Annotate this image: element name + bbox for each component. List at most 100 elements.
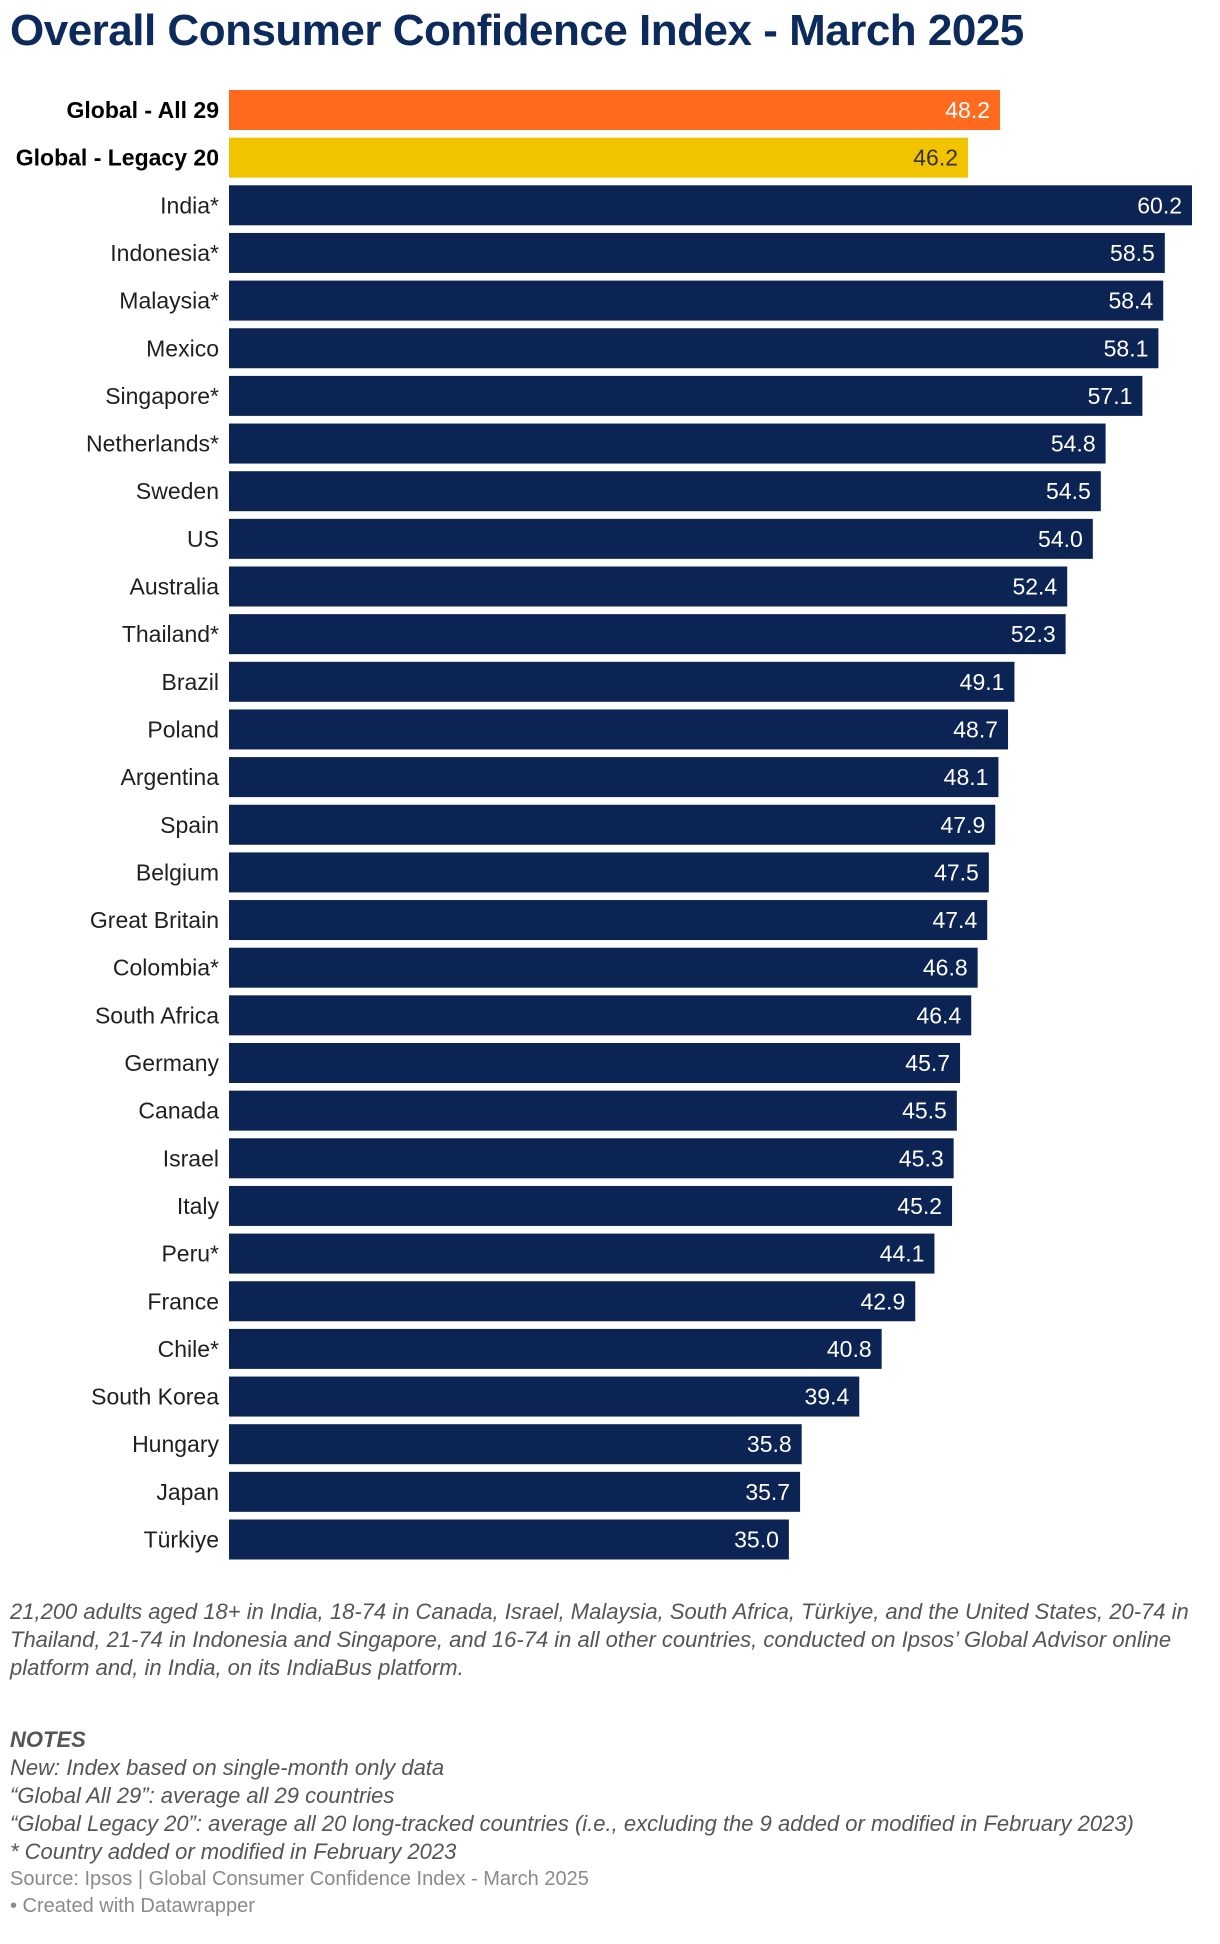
value-label: 47.9 xyxy=(940,812,985,838)
category-label: US xyxy=(187,526,219,552)
category-label: Belgium xyxy=(136,859,219,885)
bar-italy xyxy=(229,1185,953,1226)
category-label: Chile* xyxy=(158,1336,219,1362)
bar-canada xyxy=(229,1090,957,1131)
credit-text: • Created with Datawrapper xyxy=(10,1895,255,1917)
bar-indonesia xyxy=(229,232,1165,273)
notes-section: NOTES New: Index based on single-month o… xyxy=(10,1726,1210,1866)
bar-global-legacy-20 xyxy=(229,137,969,178)
bar-great-britain xyxy=(229,900,988,941)
category-label: Singapore* xyxy=(105,383,219,409)
value-label: 58.1 xyxy=(1104,335,1149,361)
bar-thailand xyxy=(229,614,1066,655)
value-label: 35.0 xyxy=(734,1527,779,1553)
category-label: Argentina xyxy=(121,764,220,790)
bar-india xyxy=(229,185,1192,226)
chart-title: Overall Consumer Confidence Index - Marc… xyxy=(10,6,1024,55)
category-label: Germany xyxy=(124,1050,219,1076)
bar-singapore xyxy=(229,375,1143,416)
value-label: 58.5 xyxy=(1110,240,1155,266)
category-label: Netherlands* xyxy=(86,431,219,457)
category-label: South Africa xyxy=(95,1002,219,1028)
category-label: Indonesia* xyxy=(110,240,219,266)
category-label: Italy xyxy=(177,1193,220,1219)
value-label: 46.2 xyxy=(913,145,958,171)
category-label: Great Britain xyxy=(90,907,219,933)
bar-malaysia xyxy=(229,280,1164,321)
category-label: India* xyxy=(160,192,219,218)
category-label: Thailand* xyxy=(122,621,219,647)
bar-south-korea xyxy=(229,1376,860,1417)
value-label: 60.2 xyxy=(1137,192,1182,218)
bar-netherlands xyxy=(229,423,1106,464)
value-label: 45.7 xyxy=(905,1050,950,1076)
value-label: 35.8 xyxy=(747,1431,792,1457)
value-label: 54.5 xyxy=(1046,478,1091,504)
category-label: Brazil xyxy=(161,669,219,695)
bar-global-all-29 xyxy=(229,90,1001,130)
bar-belgium xyxy=(229,852,989,893)
methodology-description: 21,200 adults aged 18+ in India, 18-74 i… xyxy=(10,1599,1189,1680)
bar-peru xyxy=(229,1233,935,1274)
value-label: 42.9 xyxy=(860,1288,905,1314)
source-section: Source: Ipsos | Global Consumer Confiden… xyxy=(10,1866,1210,1920)
category-label: Global - All 29 xyxy=(66,97,219,123)
value-label: 48.1 xyxy=(944,764,989,790)
value-label: 45.3 xyxy=(899,1145,944,1171)
value-label: 54.8 xyxy=(1051,431,1096,457)
value-label: 40.8 xyxy=(827,1336,872,1362)
value-label: 45.5 xyxy=(902,1098,947,1124)
category-label: Sweden xyxy=(136,478,219,504)
value-label: 58.4 xyxy=(1108,288,1153,314)
category-label: Poland xyxy=(147,716,219,742)
notes-heading: NOTES xyxy=(10,1727,86,1752)
bar-argentina xyxy=(229,757,999,798)
bar-us xyxy=(229,518,1093,559)
bar-spain xyxy=(229,804,996,845)
note-line: “Global All 29”: average all 29 countrie… xyxy=(10,1783,395,1808)
value-label: 45.2 xyxy=(897,1193,942,1219)
category-label: Türkiye xyxy=(144,1527,219,1553)
bar-france xyxy=(229,1281,916,1322)
value-label: 54.0 xyxy=(1038,526,1083,552)
bar-colombia xyxy=(229,947,978,988)
bar-brazil xyxy=(229,661,1015,702)
bar-hungary xyxy=(229,1424,802,1465)
bar-germany xyxy=(229,1043,961,1083)
category-label: Israel xyxy=(163,1145,219,1171)
bar-mexico xyxy=(229,328,1159,369)
bar-poland xyxy=(229,709,1009,750)
category-label: Mexico xyxy=(146,335,219,361)
value-label: 35.7 xyxy=(745,1479,790,1505)
category-label: Hungary xyxy=(132,1431,219,1457)
value-label: 46.4 xyxy=(916,1002,961,1028)
note-line: * Country added or modified in February … xyxy=(10,1839,457,1864)
value-label: 39.4 xyxy=(805,1384,850,1410)
category-label: Canada xyxy=(138,1098,219,1124)
category-label: Colombia* xyxy=(113,955,219,981)
value-label: 48.7 xyxy=(953,716,998,742)
category-label: South Korea xyxy=(91,1384,219,1410)
value-label: 48.2 xyxy=(945,97,990,123)
value-label: 52.3 xyxy=(1011,621,1056,647)
value-label: 57.1 xyxy=(1088,383,1133,409)
bar-australia xyxy=(229,566,1068,607)
category-label: Global - Legacy 20 xyxy=(16,145,219,171)
category-label: France xyxy=(147,1288,219,1314)
category-label: Peru* xyxy=(161,1241,219,1267)
category-label: Spain xyxy=(160,812,219,838)
value-label: 49.1 xyxy=(960,669,1005,695)
value-label: 44.1 xyxy=(880,1241,925,1267)
bar-chart: Global - All 29 48.2 Global - Legacy 20 46.… xyxy=(16,90,1192,1560)
bar-japan xyxy=(229,1471,801,1512)
value-label: 46.8 xyxy=(923,955,968,981)
note-line: “Global Legacy 20”: average all 20 long-… xyxy=(10,1811,1134,1836)
category-label: Australia xyxy=(130,574,220,600)
category-label: Japan xyxy=(156,1479,219,1505)
bar-sweden xyxy=(229,471,1101,512)
value-label: 47.4 xyxy=(932,907,977,933)
bar-israel xyxy=(229,1138,954,1179)
bar-t-rkiye xyxy=(229,1519,789,1560)
note-line: New: Index based on single-month only da… xyxy=(10,1755,445,1780)
category-label: Malaysia* xyxy=(119,288,219,314)
